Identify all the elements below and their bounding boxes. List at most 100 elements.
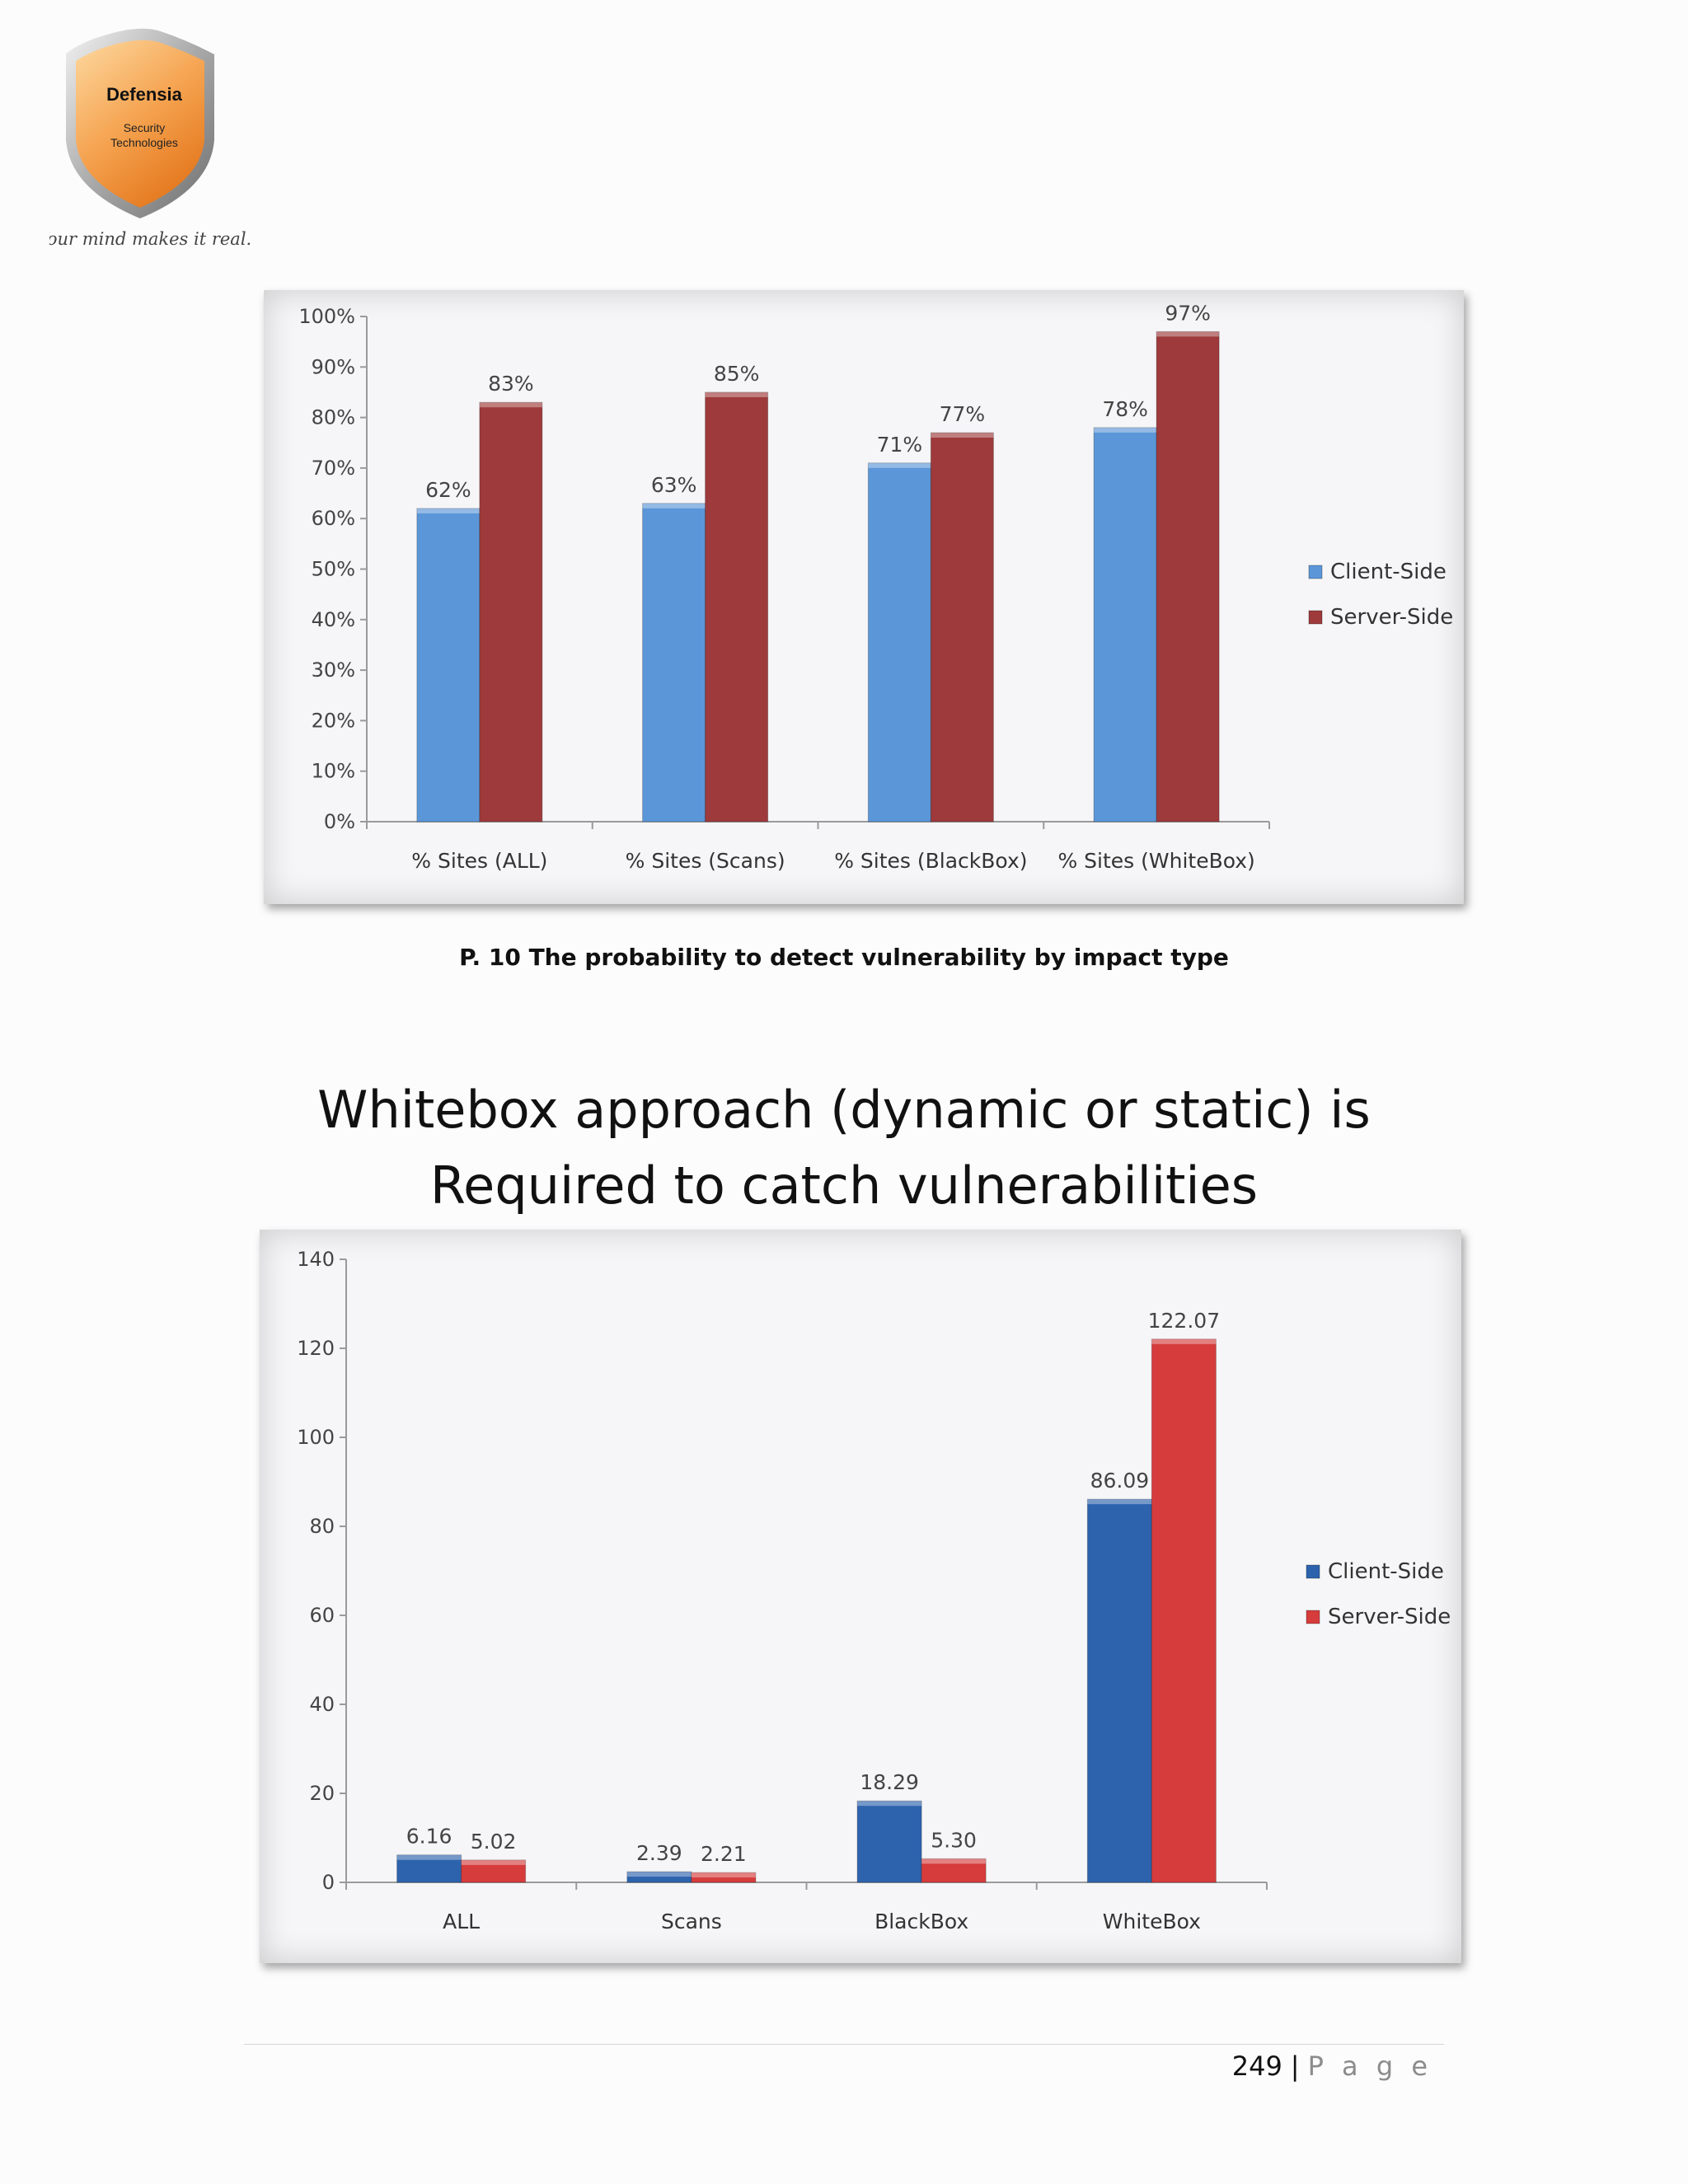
section-heading-line2: Required to catch vulnerabilities bbox=[429, 1155, 1259, 1216]
bar-top-highlight bbox=[1156, 331, 1220, 337]
chart-detection-probability: 0% 10% 20% 30% 40% 50% 60% 70% 80% 90% 100% % Sites… bbox=[264, 290, 1464, 904]
chart-vulnerabilities-per-site: 0 20 40 60 80 100 120 140 ALL Scans BlackBox WhiteB… bbox=[260, 1230, 1461, 1963]
chart-vulnerabilities-per-site-plot: 0 20 40 60 80 100 120 140 ALL Scans BlackBox WhiteB… bbox=[297, 1248, 1451, 1933]
bar-top-highlight bbox=[416, 508, 480, 513]
page-number: 249 bbox=[1231, 2050, 1282, 2082]
bar-top-highlight bbox=[461, 1859, 526, 1865]
legend-label: Client-Side bbox=[1328, 1559, 1444, 1584]
y-tick-label: 100 bbox=[297, 1426, 335, 1449]
logo-name: Defensia bbox=[106, 84, 182, 105]
data-label: 2.21 bbox=[701, 1842, 747, 1866]
data-label: 5.30 bbox=[931, 1828, 977, 1852]
bar-top-highlight bbox=[1151, 1338, 1217, 1344]
data-label: 122.07 bbox=[1148, 1309, 1220, 1333]
bar-top-highlight bbox=[931, 432, 994, 438]
footer-divider bbox=[244, 2044, 1444, 2045]
x-category-label: % Sites (ALL) bbox=[411, 849, 547, 873]
x-category-label: % Sites (WhiteBox) bbox=[1057, 849, 1254, 873]
shield-icon bbox=[76, 40, 204, 208]
legend-swatch bbox=[1306, 1610, 1320, 1624]
y-tick-label: 50% bbox=[312, 558, 355, 581]
defensia-logo: Defensia Security Technologies Your mind… bbox=[49, 28, 251, 249]
x-category-label: WhiteBox bbox=[1103, 1910, 1201, 1933]
x-category-label: % Sites (BlackBox) bbox=[834, 849, 1027, 873]
bar-top-highlight bbox=[396, 1854, 462, 1860]
bar bbox=[867, 462, 931, 823]
logo-line2: Security bbox=[124, 121, 166, 134]
bar bbox=[461, 1859, 527, 1883]
y-tick-label: 60 bbox=[309, 1604, 335, 1627]
y-tick-label: 60% bbox=[312, 507, 355, 530]
bar-top-highlight bbox=[705, 391, 768, 397]
bar bbox=[691, 1872, 757, 1883]
bar-top-highlight bbox=[626, 1872, 692, 1877]
x-category-label: % Sites (Scans) bbox=[626, 849, 785, 873]
y-tick-label: 80 bbox=[309, 1515, 335, 1538]
bar-top-highlight bbox=[921, 1858, 987, 1864]
bar-top-highlight bbox=[1087, 1499, 1152, 1505]
y-tick-label: 120 bbox=[297, 1337, 335, 1360]
x-category-label: Scans bbox=[661, 1910, 722, 1933]
bar bbox=[705, 391, 769, 823]
data-label: 85% bbox=[714, 362, 760, 386]
bar bbox=[856, 1800, 922, 1883]
bar bbox=[930, 432, 994, 823]
legend-label: Client-Side bbox=[1330, 560, 1447, 584]
y-tick-label: 0 bbox=[322, 1871, 335, 1894]
logo-tagline: Your mind makes it real. bbox=[49, 229, 251, 249]
y-tick-label: 10% bbox=[312, 760, 355, 783]
logo-line3: Technologies bbox=[110, 136, 178, 149]
y-tick-label: 20% bbox=[312, 709, 355, 732]
y-tick-label: 70% bbox=[312, 457, 355, 480]
bar bbox=[921, 1858, 987, 1883]
data-label: 63% bbox=[651, 473, 697, 497]
legend-swatch bbox=[1306, 1564, 1320, 1579]
data-label: 97% bbox=[1165, 301, 1211, 325]
data-label: 5.02 bbox=[471, 1830, 517, 1854]
legend-swatch bbox=[1308, 565, 1323, 579]
page-footer: 249 | P a g e bbox=[1232, 2050, 1432, 2082]
y-tick-label: 100% bbox=[298, 305, 355, 328]
legend-label: Server-Side bbox=[1330, 605, 1453, 630]
bar bbox=[1086, 1498, 1152, 1883]
bar-top-highlight bbox=[857, 1801, 922, 1807]
data-label: 83% bbox=[488, 372, 534, 396]
data-label: 2.39 bbox=[636, 1841, 682, 1865]
y-tick-label: 20 bbox=[309, 1782, 335, 1805]
section-heading-line1: Whitebox approach (dynamic or static) is bbox=[317, 1080, 1371, 1140]
y-tick-label: 40% bbox=[312, 608, 355, 631]
bar-top-highlight bbox=[1094, 427, 1157, 433]
y-tick-label: 40 bbox=[309, 1693, 335, 1716]
chart-detection-probability-plot: 0% 10% 20% 30% 40% 50% 60% 70% 80% 90% 100% % Sites… bbox=[298, 301, 1453, 873]
x-category-label: ALL bbox=[443, 1910, 480, 1933]
y-tick-label: 0% bbox=[324, 810, 355, 833]
data-label: 18.29 bbox=[860, 1770, 919, 1794]
bar-top-highlight bbox=[479, 402, 542, 408]
bar-top-highlight bbox=[642, 503, 706, 509]
data-label: 62% bbox=[425, 478, 471, 502]
figure-caption: P. 10 The probability to detect vulnerab… bbox=[459, 944, 1229, 971]
legend-label: Server-Side bbox=[1328, 1605, 1451, 1629]
y-tick-label: 140 bbox=[297, 1248, 335, 1271]
bar bbox=[416, 508, 481, 823]
bar-top-highlight bbox=[691, 1872, 756, 1878]
data-label: 86.09 bbox=[1090, 1469, 1150, 1493]
data-label: 78% bbox=[1102, 397, 1148, 421]
y-tick-label: 80% bbox=[312, 406, 355, 429]
footer-separator: | bbox=[1290, 2050, 1300, 2082]
bar bbox=[642, 503, 706, 823]
bar bbox=[479, 401, 543, 823]
bar bbox=[1156, 330, 1220, 823]
x-category-label: BlackBox bbox=[874, 1910, 968, 1933]
y-tick-label: 30% bbox=[312, 658, 355, 682]
data-label: 77% bbox=[940, 402, 986, 426]
bar bbox=[396, 1854, 462, 1883]
page-word: P a g e bbox=[1307, 2050, 1432, 2082]
bar-top-highlight bbox=[868, 462, 931, 468]
data-label: 71% bbox=[877, 433, 923, 457]
data-label: 6.16 bbox=[406, 1825, 452, 1849]
bar bbox=[1093, 427, 1157, 823]
y-tick-label: 90% bbox=[312, 355, 355, 378]
bar bbox=[1151, 1338, 1217, 1883]
legend-swatch bbox=[1308, 610, 1323, 625]
